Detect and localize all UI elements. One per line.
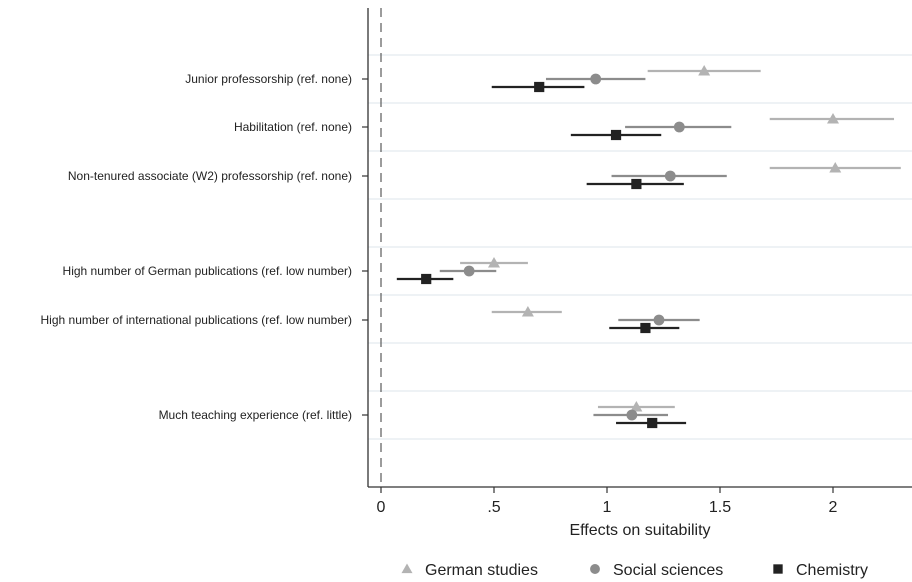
legend-german-studies-label: German studies xyxy=(425,562,538,579)
x-axis-title: Effects on suitability xyxy=(569,522,710,539)
german-studies-point xyxy=(698,65,711,76)
chemistry-point xyxy=(647,417,658,429)
legend-social-sciences-marker xyxy=(590,564,600,574)
horizontal-gridlines xyxy=(368,54,912,440)
x-tick-label: 0 xyxy=(377,499,386,516)
chemistry-point xyxy=(640,322,651,334)
x-tick-label: 1 xyxy=(603,499,612,516)
y-tick-label: High number of German publications (ref.… xyxy=(63,264,352,278)
social-sciences-point xyxy=(590,73,602,85)
y-axis-labels: Junior professorship (ref. none) Habilita… xyxy=(41,72,368,422)
chemistry-point xyxy=(631,178,642,190)
x-tick-label: .5 xyxy=(487,499,500,516)
chemistry-point xyxy=(610,129,622,141)
german-studies-point xyxy=(829,162,842,173)
y-tick-label: Non-tenured associate (W2) professorship… xyxy=(68,169,352,183)
social-sciences-point xyxy=(673,121,685,133)
y-tick-label: High number of international publication… xyxy=(41,313,353,327)
german-studies-point xyxy=(827,113,839,124)
chemistry-point xyxy=(421,273,432,285)
legend-chemistry-marker xyxy=(773,564,783,574)
x-axis-ticks: 0 .5 1 1.5 2 xyxy=(377,487,838,516)
y-tick-label: Habilitation (ref. none) xyxy=(234,120,352,134)
legend: German studies Social sciences Chemistry xyxy=(401,562,868,579)
social-sciences-point xyxy=(653,314,665,326)
x-tick-label: 1.5 xyxy=(709,499,731,516)
legend-social-sciences-label: Social sciences xyxy=(613,562,723,579)
y-tick-label: Junior professorship (ref. none) xyxy=(185,72,352,86)
social-sciences-point xyxy=(664,170,676,182)
y-tick-label: Much teaching experience (ref. little) xyxy=(159,408,352,422)
german-studies-point xyxy=(521,306,534,317)
legend-chemistry-label: Chemistry xyxy=(796,562,868,579)
chemistry-point xyxy=(534,81,545,93)
german-studies-point xyxy=(630,401,643,412)
social-sciences-point xyxy=(626,409,638,421)
series-marks xyxy=(396,65,901,429)
x-tick-label: 2 xyxy=(829,499,838,516)
legend-german-studies-marker xyxy=(401,563,413,574)
social-sciences-point xyxy=(463,265,475,277)
german-studies-point xyxy=(488,257,500,268)
